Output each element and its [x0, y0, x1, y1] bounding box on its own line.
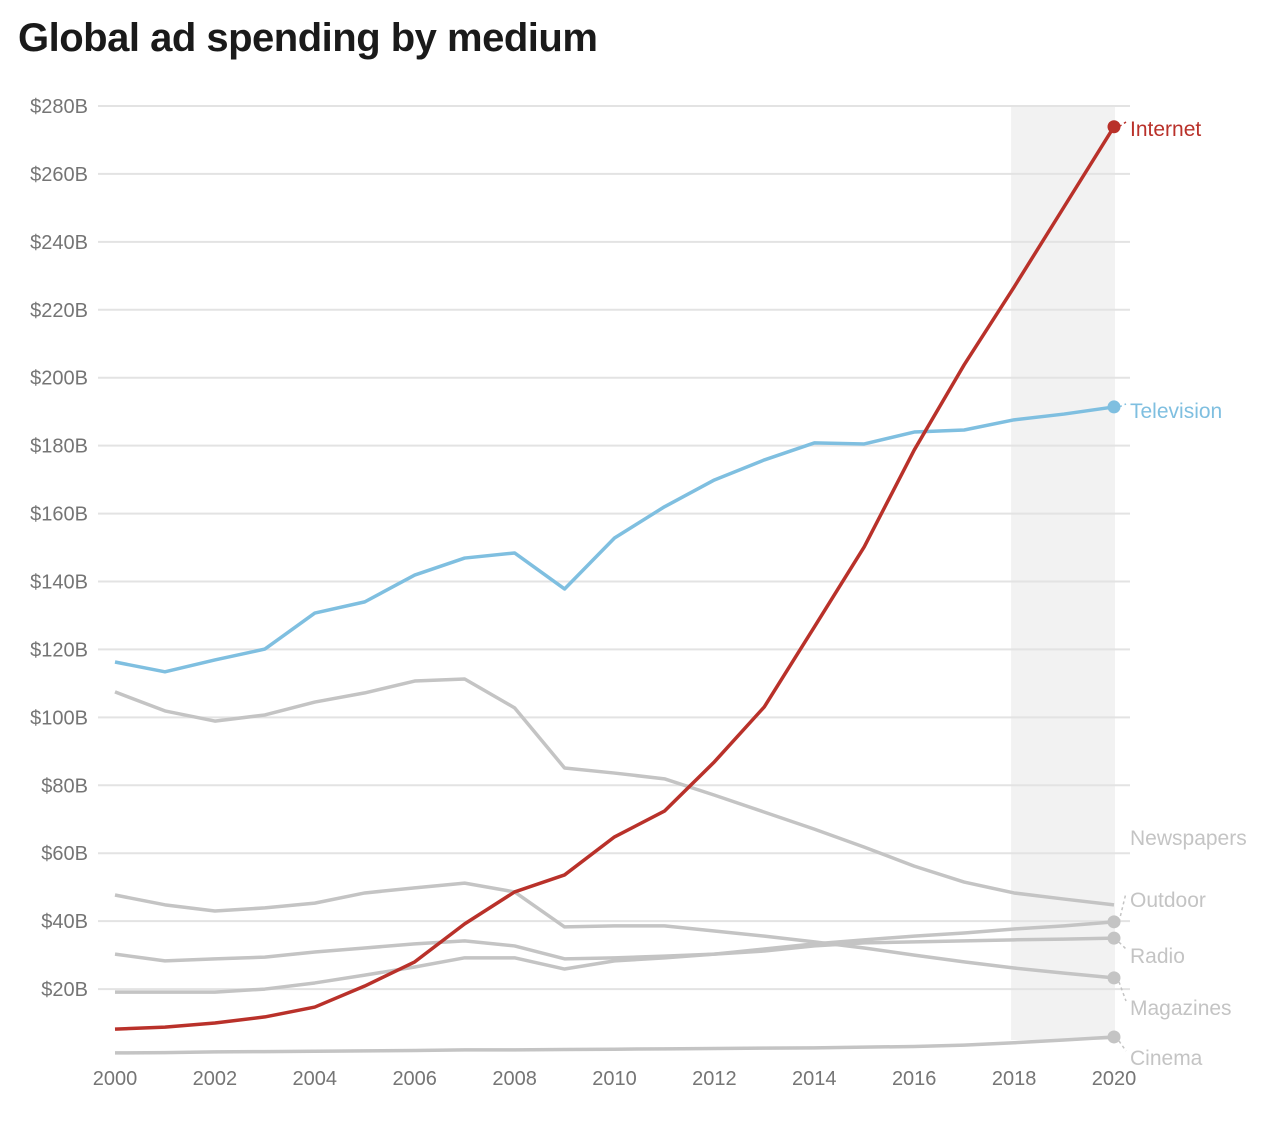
series-lines [114, 120, 1121, 1055]
series-label-outdoor: Outdoor [1130, 889, 1206, 912]
y-tick-label: $280B [30, 96, 88, 118]
label-leader-television [1118, 403, 1127, 408]
x-tick-label: 2002 [193, 1068, 238, 1090]
x-tick-label: 2018 [992, 1068, 1037, 1090]
x-tick-label: 2014 [792, 1068, 837, 1090]
series-label-television: Television [1130, 400, 1222, 423]
x-tick-label: 2000 [93, 1068, 138, 1090]
label-leader-magazines [1118, 981, 1127, 1002]
series-labels: Newspapers Outdoor Radio Magazines Cinema Tel… [1118, 118, 1247, 1070]
series-line-radio [114, 936, 1115, 963]
y-tick-label: $220B [30, 300, 88, 322]
x-tick-label: 2006 [392, 1068, 437, 1090]
y-tick-label: $40B [41, 911, 88, 933]
series-endpoint-outdoor [1107, 915, 1121, 929]
y-tick-label: $120B [30, 639, 88, 661]
series-endpoint-television [1107, 400, 1121, 414]
y-tick-label: $160B [30, 504, 88, 526]
series-line-cinema [114, 1035, 1115, 1055]
x-tick-label: 2004 [293, 1068, 338, 1090]
gridlines [98, 105, 1130, 991]
label-leader-internet [1118, 121, 1127, 128]
y-tick-label: $260B [30, 164, 88, 186]
x-tick-label: 2016 [892, 1068, 937, 1090]
series-endpoint-radio [1107, 931, 1121, 945]
series-endpoint-magazines [1107, 971, 1121, 985]
x-tick-label: 2010 [592, 1068, 637, 1090]
series-line-newspapers [114, 677, 1115, 907]
series-label-cinema: Cinema [1130, 1047, 1203, 1070]
series-label-radio: Radio [1130, 945, 1185, 968]
y-tick-label: $180B [30, 436, 88, 458]
series-endpoint-internet [1107, 120, 1121, 134]
series-label-newspapers: Newspapers [1130, 827, 1247, 850]
x-axis: 2000 2002 2004 2006 2008 2010 2012 2014 2016 2018… [93, 1068, 1137, 1090]
y-tick-label: $140B [30, 572, 88, 594]
x-tick-label: 2020 [1092, 1068, 1137, 1090]
y-axis: $20B $40B $60B $80B $100B $120B $140B $160B $180… [30, 96, 88, 1001]
y-tick-label: $100B [30, 707, 88, 729]
x-tick-label: 2012 [692, 1068, 737, 1090]
series-line-magazines [114, 881, 1115, 980]
label-leader-radio [1118, 941, 1127, 950]
series-label-internet: Internet [1130, 118, 1201, 141]
series-line-outdoor [115, 920, 1115, 994]
label-leader-outdoor [1118, 892, 1127, 922]
series-endpoint-cinema [1107, 1030, 1121, 1044]
y-tick-label: $20B [41, 979, 88, 1001]
chart-title: Global ad spending by medium [18, 16, 598, 60]
y-tick-label: $200B [30, 368, 88, 390]
series-line-television [114, 405, 1115, 674]
series-label-magazines: Magazines [1130, 997, 1232, 1020]
series-line-internet [114, 125, 1116, 1031]
y-tick-label: $60B [41, 843, 88, 865]
y-tick-label: $80B [41, 775, 88, 797]
x-tick-label: 2008 [492, 1068, 537, 1090]
y-tick-label: $240B [30, 232, 88, 254]
label-leader-cinema [1118, 1040, 1127, 1052]
